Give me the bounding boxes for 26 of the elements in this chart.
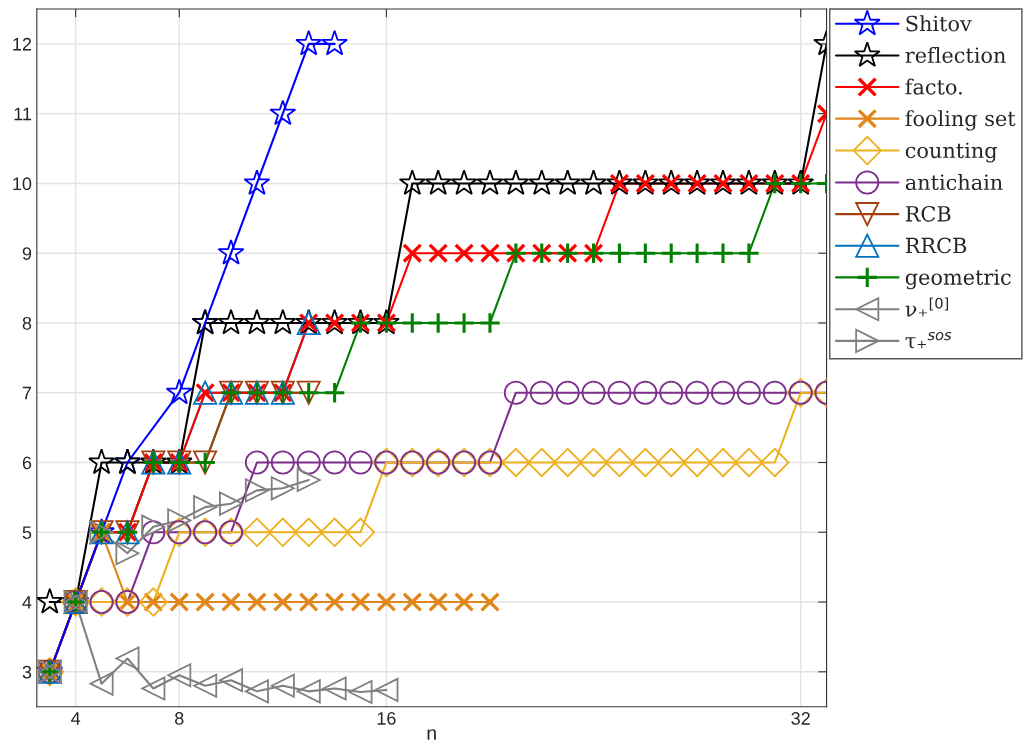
y-tick-label: 8 [22,316,32,330]
y-tick-label: 7 [22,386,32,400]
y-tick-label: 3 [22,665,32,679]
x-tick-label: 32 [791,712,810,725]
legend-label: antichain [905,173,1003,191]
x-tick-label: 16 [377,712,396,725]
legend-label: RCB [905,205,951,222]
y-tick-label: 5 [22,526,32,539]
legend-label: RRCB [905,237,967,254]
y-tick-label: 12 [13,37,32,51]
x-tick-label: 4 [71,712,81,725]
y-tick-label: 4 [22,596,32,609]
y-tick-label: 9 [22,247,32,260]
legend-label: geometric [905,269,1011,290]
x-tick-label: 8 [175,712,184,725]
y-tick-label: 6 [22,456,32,470]
y-tick-label: 11 [14,107,32,121]
legend-label: facto. [905,78,962,95]
legend-label: counting [905,142,997,163]
legend-label: fooling set [905,110,1016,131]
x-axis-title: n [427,729,436,740]
legend-label: ν₊$^{[0]}$ [905,297,949,317]
legend-label: τ₊$^{sos}$ [905,331,952,349]
legend-label: Shitov [906,15,972,32]
y-tick-label: 10 [13,177,32,191]
legend-label: reflection [905,46,1006,64]
